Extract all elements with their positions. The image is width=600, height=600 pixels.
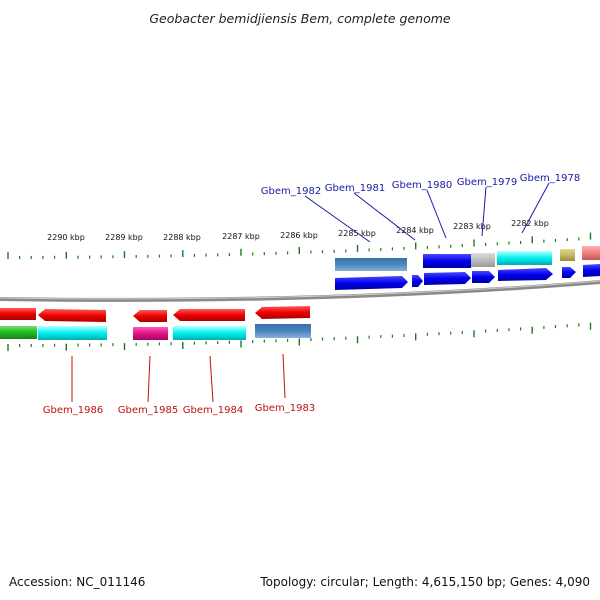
label-leader xyxy=(147,355,151,403)
scale-label-2290: 2290 kbp xyxy=(47,233,85,242)
scale-label-2287: 2287 kbp xyxy=(222,232,260,241)
gene-label-gbem-1985: Gbem_1985 xyxy=(118,405,178,416)
gene-arrow-forward xyxy=(498,268,553,281)
cog-block xyxy=(173,326,246,340)
gene-arrow-forward xyxy=(412,275,423,287)
gene-label-gbem-1982: Gbem_1982 xyxy=(261,186,321,197)
gene-arrow-forward xyxy=(583,264,600,277)
cog-block xyxy=(0,326,37,339)
gene-label-gbem-1983: Gbem_1983 xyxy=(255,403,315,414)
cog-block xyxy=(38,326,107,340)
gene-label-gbem-1980: Gbem_1980 xyxy=(392,180,452,191)
scale-label-2283: 2283 kbp xyxy=(453,222,491,231)
scale-ticks-bottom xyxy=(7,322,592,351)
cog-block xyxy=(471,253,495,267)
gene-arrow-reverse xyxy=(133,310,167,322)
top-gene-row xyxy=(335,264,600,290)
gene-label-gbem-1984: Gbem_1984 xyxy=(183,405,243,416)
gene-label-gbem-1979: Gbem_1979 xyxy=(457,177,517,188)
bottom-gene-row xyxy=(0,306,310,322)
label-leader xyxy=(209,355,214,403)
cog-block xyxy=(582,246,600,260)
gene-arrow-forward xyxy=(472,271,495,283)
scale-ticks-top xyxy=(7,232,592,259)
accession-text: Accession: NC_011146 xyxy=(9,575,145,589)
cog-block xyxy=(133,327,168,340)
label-leader xyxy=(353,192,416,241)
label-leader xyxy=(304,195,371,243)
gene-label-gbem-1978: Gbem_1978 xyxy=(520,173,580,184)
genome-backbone-highlight xyxy=(0,280,600,300)
scale-label-2284: 2284 kbp xyxy=(396,226,434,235)
bottom-cog-row xyxy=(0,324,311,340)
bottom-gene-labels: Gbem_1986 Gbem_1985 Gbem_1984 Gbem_1983 xyxy=(43,353,315,416)
gene-arrow-reverse xyxy=(0,308,36,320)
gene-label-gbem-1986: Gbem_1986 xyxy=(43,405,103,416)
gene-arrow-forward xyxy=(335,276,408,290)
gene-arrow-reverse xyxy=(173,309,245,321)
scale-label-2286: 2286 kbp xyxy=(280,231,318,240)
gene-arrow-reverse xyxy=(38,309,106,322)
scale-label-2289: 2289 kbp xyxy=(105,233,143,242)
top-gene-labels: Gbem_1982 Gbem_1981 Gbem_1980 Gbem_1979 … xyxy=(261,173,580,243)
cog-block xyxy=(560,249,575,261)
cog-block xyxy=(497,251,552,265)
cog-block xyxy=(255,324,311,338)
scale-label-2285: 2285 kbp xyxy=(338,229,376,238)
scale-label-2288: 2288 kbp xyxy=(163,233,201,242)
gene-arrow-forward xyxy=(424,272,471,285)
label-leader xyxy=(481,186,487,237)
gene-label-gbem-1981: Gbem_1981 xyxy=(325,183,385,194)
gene-arrow-reverse xyxy=(255,306,310,319)
genome-summary-text: Topology: circular; Length: 4,615,150 bp… xyxy=(259,575,590,589)
label-leader xyxy=(521,182,550,234)
scale-label-2282: 2282 kbp xyxy=(511,219,549,228)
scale-labels: 2290 kbp 2289 kbp 2288 kbp 2287 kbp 2286… xyxy=(47,219,549,242)
cog-block xyxy=(423,254,471,268)
label-leader xyxy=(426,189,447,239)
gene-arrow-forward xyxy=(562,267,576,278)
genome-backbone xyxy=(0,280,600,302)
map-title: Geobacter bemidjiensis Bem, complete gen… xyxy=(149,11,451,26)
label-leader xyxy=(282,353,286,399)
top-cog-row xyxy=(335,246,600,271)
cog-block xyxy=(335,258,407,271)
